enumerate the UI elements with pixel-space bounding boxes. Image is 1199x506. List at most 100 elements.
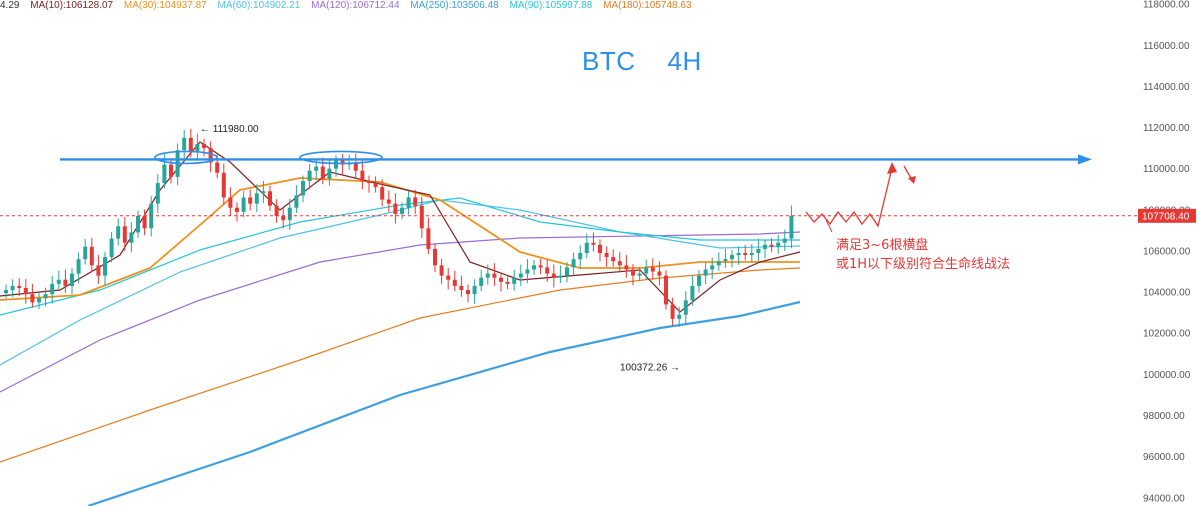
- candle-body: [254, 193, 259, 204]
- y-tick-label: 116000.00: [1143, 41, 1190, 52]
- candle-body: [274, 205, 279, 216]
- candle-body: [631, 269, 635, 276]
- current-price-box: [1138, 208, 1196, 223]
- candle-body: [703, 269, 708, 276]
- candle-body: [512, 277, 517, 284]
- candle-body: [360, 170, 365, 182]
- annotation-note: 满足3~6根横盘 或1H以下级别符合生命线战法: [836, 236, 1010, 274]
- candle-body: [334, 160, 338, 169]
- candle-body: [545, 267, 550, 274]
- candle-body: [162, 164, 167, 184]
- candle-body: [419, 205, 424, 229]
- candle-body: [182, 137, 187, 151]
- candle-body: [611, 257, 616, 262]
- candle-body: [624, 265, 629, 270]
- candle-body: [683, 300, 688, 315]
- candle-body: [373, 183, 378, 188]
- candle-body: [413, 197, 418, 206]
- y-tick-label: 114000.00: [1143, 82, 1190, 93]
- candle-body: [406, 197, 411, 208]
- candle-body: [736, 253, 741, 256]
- symbol-label: BTC: [582, 46, 636, 76]
- ma-legend: 4.29 MA(10):106128.07 MA(30):104937.87 M…: [0, 0, 700, 12]
- candle-body: [122, 226, 127, 243]
- candle-body: [492, 273, 497, 278]
- candle-body: [571, 259, 576, 268]
- candle-body: [103, 257, 107, 276]
- candle-body: [452, 279, 457, 286]
- candle-body: [208, 148, 213, 163]
- candle-body: [63, 279, 68, 286]
- ma-legend-item: MA(180):105748.63: [603, 0, 692, 11]
- candle-body: [4, 290, 8, 294]
- candle-body: [769, 244, 774, 247]
- y-tick-label: 102000.00: [1143, 329, 1191, 340]
- candle-body: [380, 187, 385, 200]
- candle-body: [215, 162, 220, 173]
- candle-body: [637, 273, 642, 276]
- candle-body: [400, 207, 404, 214]
- candle-body: [221, 172, 226, 198]
- candle-body: [314, 166, 319, 171]
- candle-body: [723, 259, 728, 262]
- candle-body: [670, 304, 675, 319]
- low-marker-label: 100372.26 →: [620, 363, 680, 374]
- candle-body: [327, 168, 332, 179]
- top-ellipse: [299, 150, 383, 165]
- chart-title: BTC 4H: [582, 46, 702, 77]
- candle-body: [188, 137, 193, 153]
- y-tick-label: 112000.00: [1143, 123, 1190, 134]
- projection-arrowhead: [908, 176, 916, 184]
- ma-legend-item: MA(90):105997.88: [509, 0, 593, 11]
- timeframe-label: 4H: [667, 46, 702, 76]
- candle-body: [30, 294, 35, 303]
- ma-line: [0, 267, 801, 463]
- ma-legend-item: 4.29: [0, 0, 20, 11]
- resistance-arrow: [1078, 154, 1092, 165]
- candle-body: [538, 265, 543, 268]
- candle-body: [268, 191, 272, 206]
- candle-body: [776, 242, 781, 247]
- ma-legend-item: MA(120):106712.44: [311, 0, 400, 11]
- ma-legend-item: MA(10):106128.07: [30, 0, 114, 11]
- candle-body: [261, 191, 266, 194]
- candle-body: [56, 279, 61, 284]
- note-pointer: [825, 219, 833, 233]
- candle-body: [393, 203, 398, 214]
- candle-body: [710, 265, 715, 270]
- candle-body: [677, 314, 682, 319]
- candle-body: [598, 244, 602, 253]
- candle-body: [353, 162, 358, 171]
- candle-body: [558, 275, 563, 278]
- candle-body: [294, 195, 299, 208]
- candle-body: [301, 181, 305, 196]
- candle-body: [340, 160, 345, 165]
- ma-legend-item: MA(250):103506.48: [410, 0, 499, 11]
- candle-body: [307, 170, 312, 182]
- candle-body: [116, 226, 121, 239]
- candle-body: [241, 197, 246, 212]
- y-tick-label: 94000.00: [1143, 493, 1185, 504]
- candle-body: [604, 253, 609, 258]
- y-tick-label: 104000.00: [1143, 288, 1191, 299]
- candle-body: [782, 238, 787, 243]
- candle-body: [716, 261, 721, 266]
- candle-body: [505, 281, 510, 284]
- candle-body: [37, 298, 41, 303]
- candle-body: [96, 265, 101, 276]
- candle-body: [657, 271, 662, 276]
- ma-line: [87, 300, 801, 506]
- candle-body: [43, 294, 48, 299]
- candle-body: [525, 269, 530, 274]
- candle-body: [446, 275, 451, 280]
- candle-body: [591, 242, 596, 245]
- y-tick-label: 110000.00: [1143, 164, 1190, 175]
- candle-body: [532, 265, 536, 270]
- candle-body: [433, 248, 437, 266]
- candle-body: [10, 285, 15, 291]
- candle-body: [426, 228, 431, 249]
- candle-body: [789, 215, 794, 239]
- candle-body: [228, 197, 233, 208]
- candle-body: [83, 246, 88, 260]
